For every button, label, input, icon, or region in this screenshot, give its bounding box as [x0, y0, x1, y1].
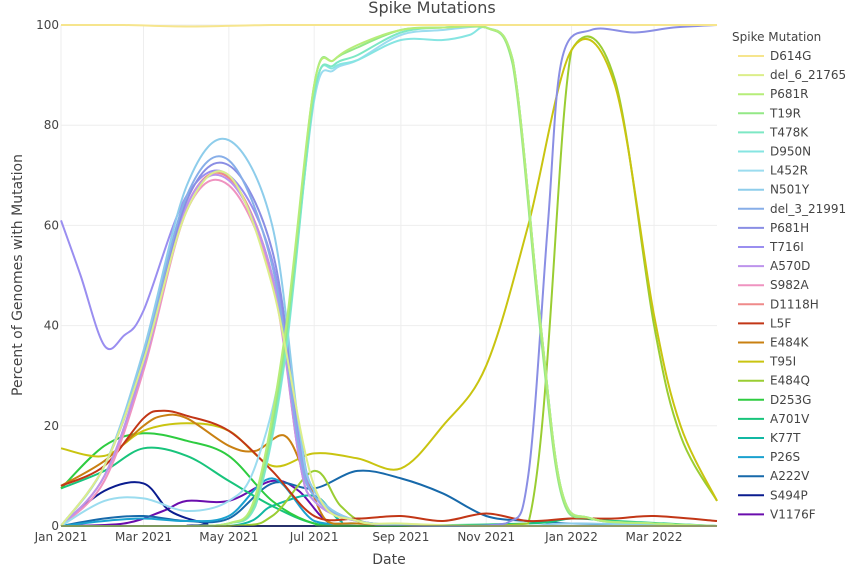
legend-item-l5f[interactable]: L5F	[738, 316, 791, 330]
x-tick-label: Nov 2021	[457, 530, 515, 544]
legend-item-del-6-21765[interactable]: del_6_21765	[738, 68, 846, 82]
legend-label: L5F	[770, 316, 791, 330]
legend-label: D253G	[770, 393, 811, 407]
legend-label: V1176F	[770, 507, 816, 521]
axes: 0 20 40 60 80 100 Jan 2021 Mar 2021 May 2021 Jul …	[34, 18, 717, 544]
legend-title: Spike Mutation	[732, 30, 821, 44]
legend-item-t716i[interactable]: T716I	[738, 240, 804, 254]
series-line-t716i	[60, 169, 717, 528]
legend-label: A222V	[770, 469, 810, 483]
legend-label: A701V	[770, 412, 810, 426]
legend-item-p26s[interactable]: P26S	[738, 450, 800, 464]
legend-label: E484K	[770, 336, 809, 350]
legend-label: T95I	[769, 355, 796, 369]
legend-label: P26S	[770, 450, 800, 464]
legend-label: P681H	[770, 221, 809, 235]
legend-item-s982a[interactable]: S982A	[738, 278, 810, 292]
legend-item-n501y[interactable]: N501Y	[738, 183, 810, 197]
legend-label: S982A	[770, 278, 810, 292]
legend-label: del_6_21765	[770, 68, 846, 82]
chart-title: Spike Mutations	[368, 0, 495, 17]
legend-label: A570D	[770, 259, 810, 273]
x-tick-label: Jan 2021	[34, 530, 88, 544]
legend-item-p681h[interactable]: P681H	[738, 221, 809, 235]
series-line-del-6-21765	[60, 170, 717, 527]
y-tick-label: 60	[44, 218, 59, 232]
series-line-n501y	[60, 137, 718, 528]
y-axis-title: Percent of Genomes with Mutation	[10, 154, 26, 396]
legend-item-s494p[interactable]: S494P	[738, 488, 808, 502]
legend-label: T19R	[769, 106, 801, 120]
legend-item-t95i[interactable]: T95I	[738, 355, 796, 369]
legend-item-p681r[interactable]: P681R	[738, 87, 808, 101]
legend-label: E484Q	[770, 374, 810, 388]
legend-item-t19r[interactable]: T19R	[738, 106, 801, 120]
x-tick-label: May 2021	[199, 530, 258, 544]
legend-item-a570d[interactable]: A570D	[738, 259, 810, 273]
legend-item-a222v[interactable]: A222V	[738, 469, 810, 483]
y-tick-label: 0	[51, 519, 59, 533]
x-tick-label: Sep 2021	[372, 530, 429, 544]
series-line-a701v	[60, 446, 718, 527]
legend-label: T478K	[769, 125, 809, 139]
plot-area	[60, 23, 718, 528]
series-line-del-3-21991	[60, 155, 717, 528]
x-tick-label: Jul 2021	[289, 530, 339, 544]
legend-label: T716I	[769, 240, 804, 254]
series-line-e484k	[60, 413, 717, 528]
legend-item-l452r[interactable]: L452R	[738, 164, 808, 178]
series-line-d614g	[61, 23, 717, 28]
legend-item-del-3-21991[interactable]: del_3_21991	[738, 202, 846, 216]
series-line-t95i	[60, 37, 718, 502]
legend-label: P681R	[770, 87, 808, 101]
legend-item-d1118h[interactable]: D1118H	[738, 297, 819, 311]
x-tick-label: Jan 2022	[544, 530, 598, 544]
y-tick-label: 80	[44, 118, 59, 132]
legend-item-d950n[interactable]: D950N	[738, 145, 811, 159]
legend-item-e484k[interactable]: E484K	[738, 336, 809, 350]
legend-label: S494P	[770, 488, 808, 502]
legend-item-k77t[interactable]: K77T	[738, 431, 801, 445]
series-line-a570d	[60, 173, 717, 528]
legend-label: D614G	[770, 49, 811, 63]
legend-label: del_3_21991	[770, 202, 846, 216]
series-line-e484q	[61, 35, 718, 528]
y-tick-label: 20	[44, 419, 59, 433]
legend: Spike Mutation D614G del_6_21765 P681R T19R…	[732, 30, 846, 521]
legend-label: N501Y	[770, 183, 810, 197]
legend-item-a701v[interactable]: A701V	[738, 412, 810, 426]
x-tick-label: Mar 2022	[626, 530, 683, 544]
legend-item-t478k[interactable]: T478K	[738, 125, 809, 139]
legend-item-v1176f[interactable]: V1176F	[738, 507, 816, 521]
series-line-l5f	[60, 409, 718, 523]
series-line-p681r	[61, 25, 718, 528]
x-tick-label: Mar 2021	[115, 530, 172, 544]
legend-item-d253g[interactable]: D253G	[738, 393, 811, 407]
x-axis-title: Date	[372, 552, 405, 566]
y-tick-label: 40	[44, 319, 59, 333]
legend-label: D1118H	[770, 297, 819, 311]
y-tick-label: 100	[36, 18, 59, 32]
legend-item-d614g[interactable]: D614G	[738, 49, 811, 63]
legend-label: D950N	[770, 145, 811, 159]
legend-item-e484q[interactable]: E484Q	[738, 374, 810, 388]
legend-label: K77T	[770, 431, 801, 445]
legend-label: L452R	[770, 164, 808, 178]
